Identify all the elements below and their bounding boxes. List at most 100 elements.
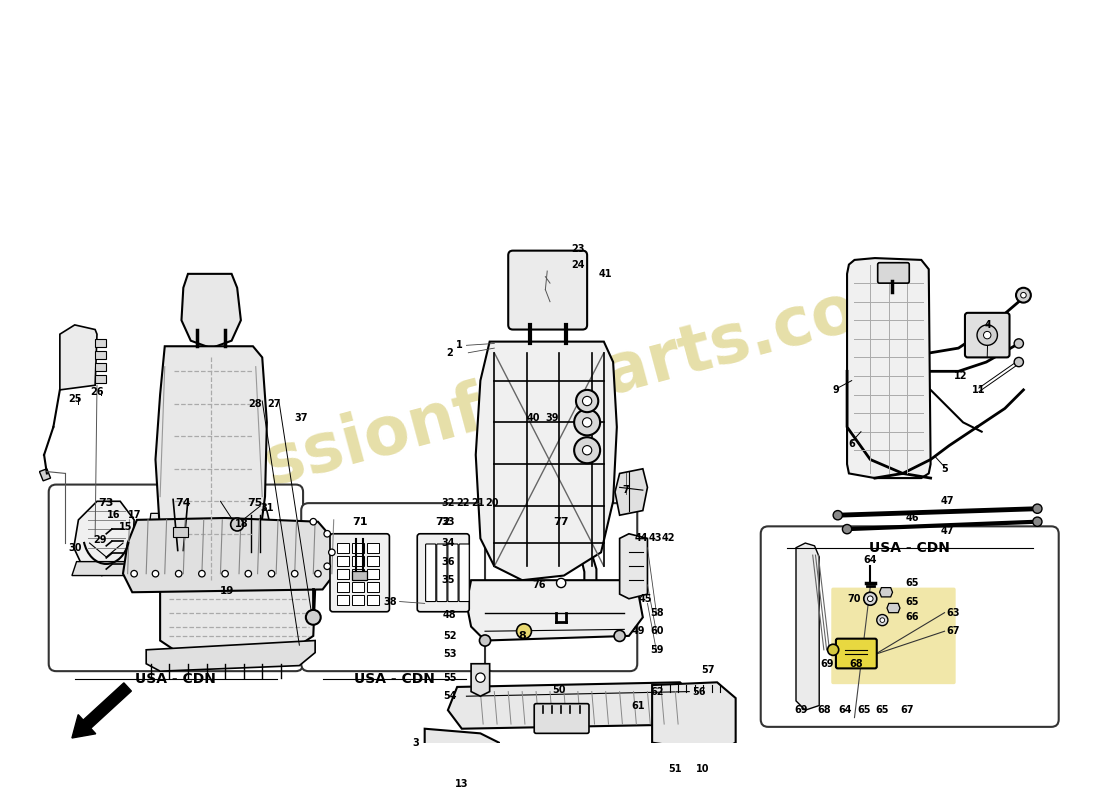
FancyBboxPatch shape bbox=[48, 485, 304, 671]
Text: 34: 34 bbox=[441, 538, 454, 548]
Text: 65: 65 bbox=[905, 578, 918, 588]
Circle shape bbox=[517, 624, 531, 638]
Text: 51: 51 bbox=[669, 764, 682, 774]
Text: 43: 43 bbox=[648, 534, 661, 543]
Bar bbox=[173, 527, 188, 537]
Text: 26: 26 bbox=[90, 386, 103, 397]
Text: 13: 13 bbox=[455, 779, 469, 790]
Polygon shape bbox=[475, 342, 617, 580]
FancyBboxPatch shape bbox=[836, 638, 877, 668]
Text: 56: 56 bbox=[692, 686, 705, 697]
Text: 55: 55 bbox=[443, 673, 456, 682]
Polygon shape bbox=[466, 580, 642, 641]
Circle shape bbox=[306, 610, 321, 625]
FancyBboxPatch shape bbox=[448, 544, 458, 602]
Circle shape bbox=[583, 418, 592, 427]
Text: 59: 59 bbox=[650, 645, 663, 655]
Polygon shape bbox=[161, 580, 315, 650]
Bar bbox=[95, 339, 107, 347]
Text: 47: 47 bbox=[940, 526, 954, 536]
Text: 46: 46 bbox=[905, 513, 918, 523]
Text: 68: 68 bbox=[817, 705, 830, 715]
Text: 45: 45 bbox=[639, 594, 652, 604]
Circle shape bbox=[1033, 517, 1042, 526]
Bar bbox=[367, 595, 380, 606]
Circle shape bbox=[583, 446, 592, 455]
Text: 42: 42 bbox=[662, 534, 675, 543]
Text: 9: 9 bbox=[833, 385, 839, 395]
Text: 8: 8 bbox=[518, 631, 526, 641]
Polygon shape bbox=[274, 525, 285, 548]
Text: 61: 61 bbox=[631, 701, 645, 710]
Text: 16: 16 bbox=[107, 510, 120, 520]
Bar bbox=[95, 351, 107, 359]
Circle shape bbox=[292, 570, 298, 577]
Circle shape bbox=[480, 635, 491, 646]
Bar bbox=[338, 569, 350, 579]
FancyBboxPatch shape bbox=[459, 544, 470, 602]
Circle shape bbox=[574, 410, 601, 435]
Text: 12: 12 bbox=[954, 371, 967, 381]
Bar bbox=[352, 543, 364, 554]
Text: 25: 25 bbox=[68, 394, 81, 404]
Text: 70: 70 bbox=[848, 594, 861, 604]
Text: 37: 37 bbox=[295, 413, 308, 422]
Circle shape bbox=[199, 570, 205, 577]
Circle shape bbox=[446, 794, 459, 800]
Bar bbox=[95, 363, 107, 371]
Polygon shape bbox=[526, 526, 596, 613]
Polygon shape bbox=[161, 490, 201, 569]
Polygon shape bbox=[652, 682, 736, 752]
Text: 19: 19 bbox=[220, 586, 234, 596]
Text: 47: 47 bbox=[940, 496, 954, 506]
Polygon shape bbox=[59, 325, 97, 390]
Bar bbox=[367, 569, 380, 579]
Text: 41: 41 bbox=[598, 269, 613, 279]
Text: 53: 53 bbox=[443, 650, 456, 659]
Text: 49: 49 bbox=[631, 626, 645, 636]
Circle shape bbox=[877, 614, 888, 626]
Text: 40: 40 bbox=[527, 413, 540, 422]
Circle shape bbox=[1021, 293, 1026, 298]
FancyBboxPatch shape bbox=[301, 503, 487, 671]
Circle shape bbox=[983, 331, 991, 339]
FancyBboxPatch shape bbox=[685, 772, 712, 791]
Text: 3: 3 bbox=[412, 738, 419, 748]
Text: 63: 63 bbox=[946, 608, 959, 618]
Polygon shape bbox=[238, 502, 274, 574]
Text: 23: 23 bbox=[571, 244, 584, 254]
Circle shape bbox=[131, 570, 138, 577]
Circle shape bbox=[1016, 288, 1031, 302]
Circle shape bbox=[324, 563, 330, 570]
Circle shape bbox=[1033, 504, 1042, 514]
Text: 7: 7 bbox=[623, 485, 629, 495]
FancyBboxPatch shape bbox=[535, 704, 589, 734]
Circle shape bbox=[880, 618, 884, 622]
FancyBboxPatch shape bbox=[430, 777, 456, 795]
Circle shape bbox=[310, 518, 317, 525]
Text: 15: 15 bbox=[119, 522, 132, 532]
Text: 60: 60 bbox=[650, 626, 663, 636]
FancyBboxPatch shape bbox=[485, 503, 637, 671]
Circle shape bbox=[152, 570, 158, 577]
Text: 10: 10 bbox=[696, 764, 710, 774]
Text: 64: 64 bbox=[838, 705, 851, 715]
Text: 20: 20 bbox=[486, 498, 499, 508]
Circle shape bbox=[245, 570, 252, 577]
Polygon shape bbox=[448, 682, 707, 729]
Text: 21: 21 bbox=[471, 498, 484, 508]
Text: 74: 74 bbox=[176, 498, 191, 508]
Text: 57: 57 bbox=[701, 666, 715, 675]
Polygon shape bbox=[146, 641, 315, 671]
Polygon shape bbox=[40, 469, 51, 481]
Polygon shape bbox=[182, 274, 241, 348]
FancyBboxPatch shape bbox=[761, 526, 1058, 727]
Bar bbox=[338, 543, 350, 554]
Bar bbox=[352, 595, 364, 606]
FancyBboxPatch shape bbox=[878, 262, 910, 283]
Text: 27: 27 bbox=[267, 399, 280, 409]
Text: 35: 35 bbox=[441, 575, 454, 585]
Circle shape bbox=[268, 570, 275, 577]
Text: 67: 67 bbox=[901, 705, 914, 715]
Text: 2: 2 bbox=[447, 348, 453, 358]
